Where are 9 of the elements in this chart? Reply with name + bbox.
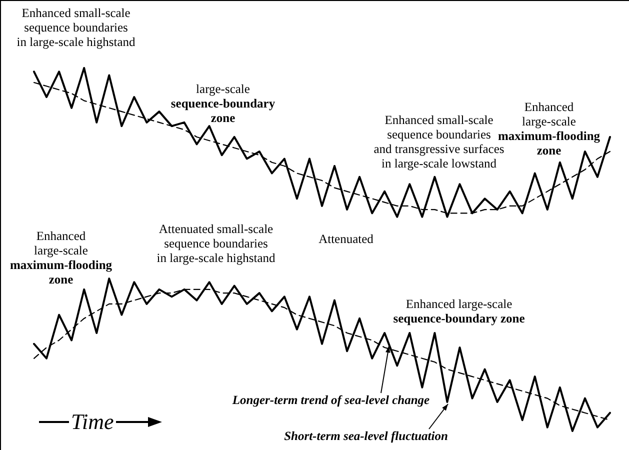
x-axis-title: Time <box>71 409 114 435</box>
text: Enhanced small-scale sequence boundaries in large-scale highstand <box>16 6 136 49</box>
annotation: Attenuated <box>318 232 374 246</box>
annotation: Short-term sea-level fluctuation <box>284 429 448 443</box>
annotation: Enhanced large-scale maximum-flooding zone <box>10 229 113 286</box>
annotation: large-scale sequence-boundary zone <box>170 82 276 125</box>
annotation: Longer-term trend of sea-level change <box>231 393 430 407</box>
annotation: Attenuated small-scale sequence boundaries in large-scale highstand <box>156 222 276 265</box>
annotation: Enhanced large-scale sequence-boundary zone <box>393 297 526 326</box>
